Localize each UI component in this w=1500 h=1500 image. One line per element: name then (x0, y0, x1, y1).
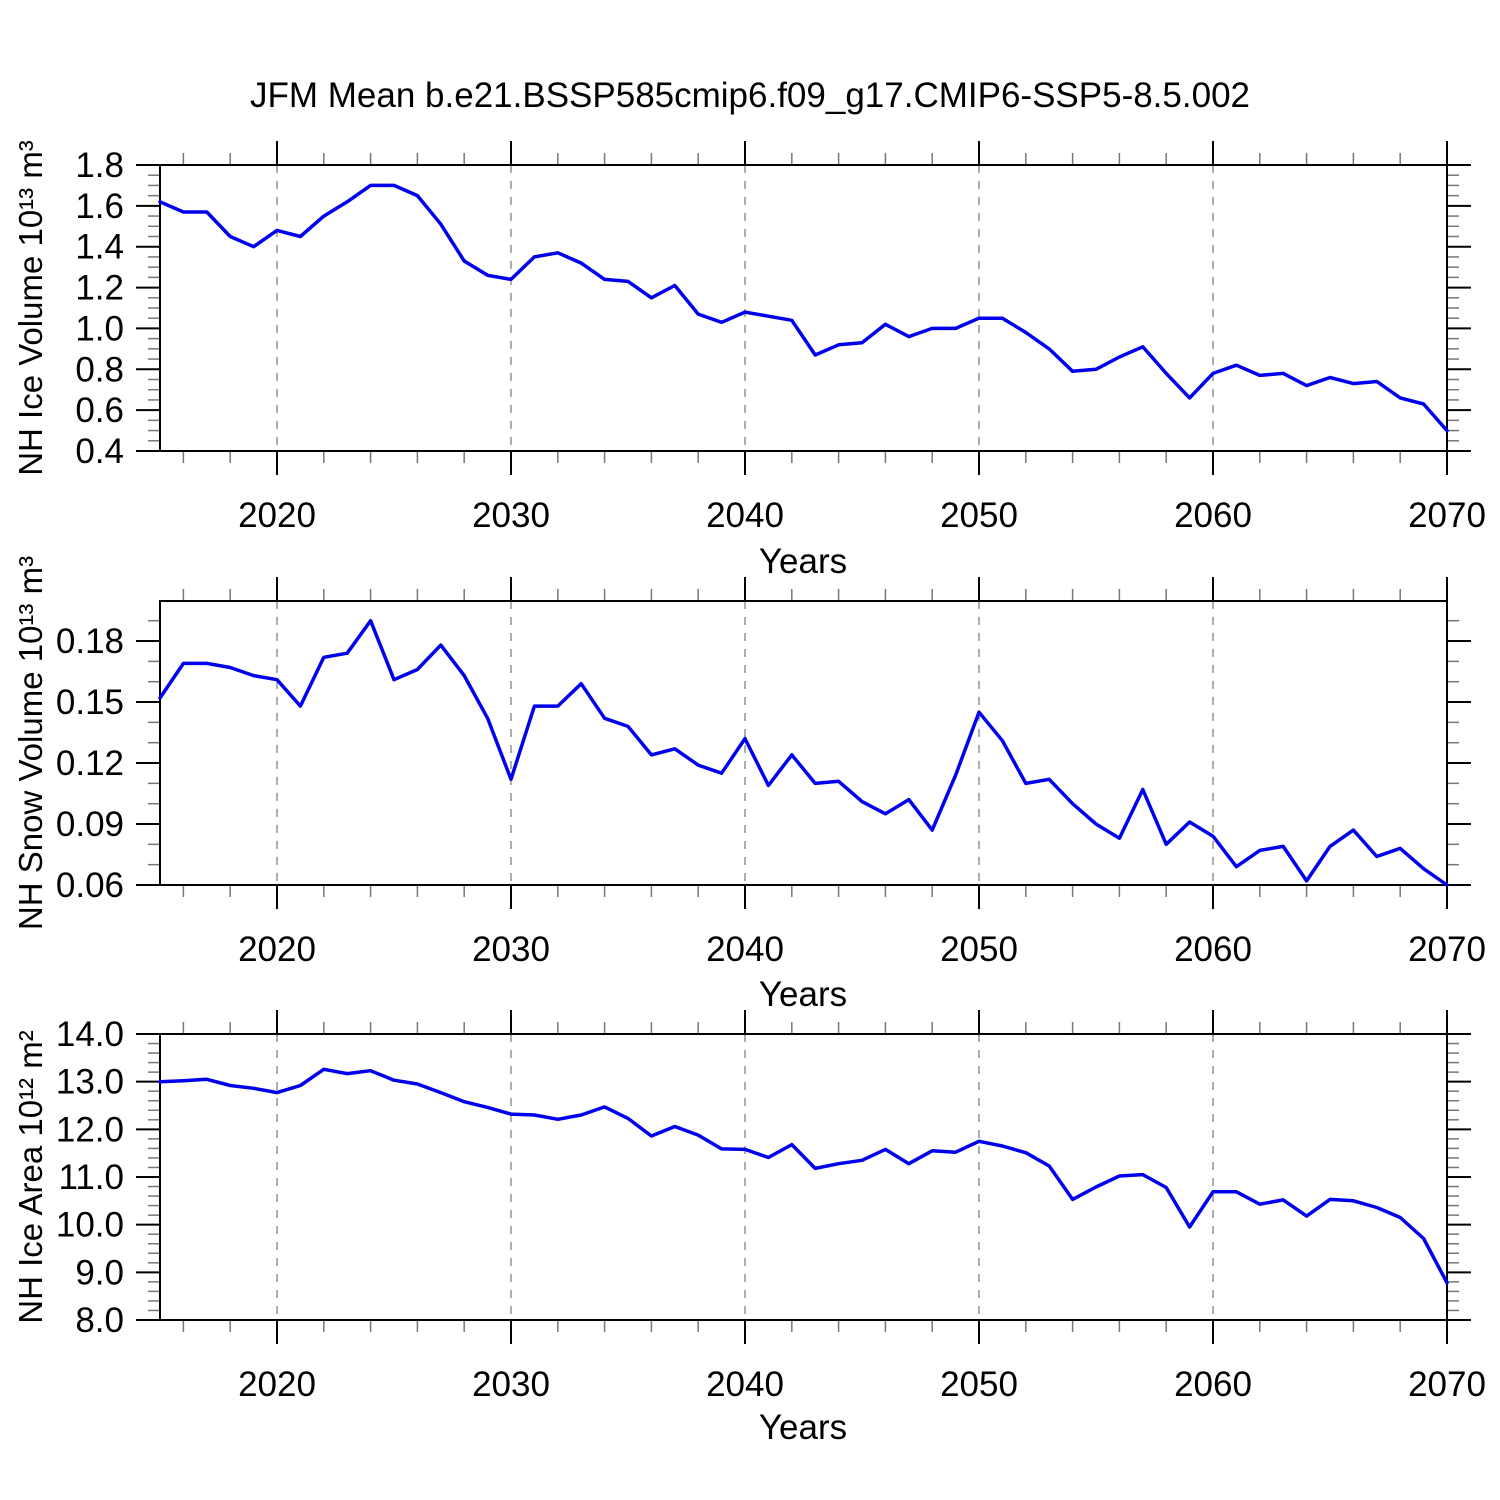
panel-2: 0.06 0.09 0.12 0.15 0.18 2020 2030 2040 2050 2060… (56, 577, 1486, 969)
y-tick-label: 13.0 (56, 1063, 124, 1102)
y-tick-label: 8.0 (75, 1301, 124, 1340)
x-tick-label: 2030 (472, 496, 550, 535)
x-tick-label: 2060 (1174, 930, 1252, 969)
chart-title: JFM Mean b.e21.BSSP585cmip6.f09_g17.CMIP… (250, 76, 1250, 115)
y-tick-label: 0.18 (56, 622, 124, 661)
nh-snow-volume-line (158, 618, 1449, 887)
y-tick-label: 0.15 (56, 683, 124, 722)
y-tick-label: 0.6 (75, 391, 124, 430)
x-tick-label: 2050 (940, 496, 1018, 535)
axis-box (159, 1033, 1448, 1321)
x-tick-label: 2070 (1408, 1365, 1486, 1404)
x-tick-label: 2040 (706, 1365, 784, 1404)
panel-3-y-axis-label: NH Ice Area 10¹² m² (12, 1030, 49, 1324)
panel-3-x-axis-label: Years (758, 1408, 848, 1447)
y-tick-label: 0.12 (56, 744, 124, 783)
x-tick-label: 2050 (940, 1365, 1018, 1404)
y-tick-label: 0.8 (75, 350, 124, 389)
x-tick-label: 2020 (238, 496, 316, 535)
x-tick-label: 2050 (940, 930, 1018, 969)
nh-ice-volume-line (158, 183, 1449, 433)
y-tick-label: 14.0 (56, 1015, 124, 1054)
x-tick-label: 2030 (472, 930, 550, 969)
x-tick-label: 2070 (1408, 930, 1486, 969)
y-tick-label: 1.6 (75, 187, 124, 226)
y-tick-label: 0.06 (56, 866, 124, 905)
x-tick-label: 2020 (238, 930, 316, 969)
y-tick-label: 0.09 (56, 805, 124, 844)
x-tick-label: 2030 (472, 1365, 550, 1404)
y-tick-label: 0.4 (75, 432, 124, 471)
x-tick-label: 2040 (706, 930, 784, 969)
y-tick-label: 1.0 (75, 309, 124, 348)
x-tick-label: 2040 (706, 496, 784, 535)
y-tick-label: 11.0 (58, 1158, 124, 1197)
nh-ice-area-line (158, 1067, 1449, 1285)
panel-1-y-axis-label: NH Ice Volume 10¹³ m³ (12, 140, 49, 476)
y-tick-label: 12.0 (56, 1110, 124, 1149)
axis-box (159, 164, 1448, 452)
y-tick-label: 1.2 (75, 269, 124, 308)
panel-1-x-axis-label: Years (758, 542, 848, 581)
x-tick-label: 2060 (1174, 496, 1252, 535)
y-tick-label: 10.0 (56, 1206, 124, 1245)
x-tick-label: 2070 (1408, 496, 1486, 535)
axis-box (159, 600, 1448, 886)
panel-2-y-axis-label: NH Snow Volume 10¹³ m³ (12, 555, 49, 931)
y-tick-label: 1.4 (75, 228, 124, 267)
y-tick-label: 9.0 (75, 1253, 124, 1292)
panel-3: 8.0 9.0 10.0 11.0 12.0 13.0 14.0 2020 2030 2040 20… (56, 1010, 1486, 1404)
y-tick-label: 1.8 (75, 146, 124, 185)
panel-1: 0.40.60.81.01.21.41.61.8 2020 2030 2040 2050… (75, 141, 1486, 535)
x-tick-label: 2060 (1174, 1365, 1252, 1404)
x-tick-label: 2020 (238, 1365, 316, 1404)
panel-2-x-axis-label: Years (758, 975, 848, 1014)
